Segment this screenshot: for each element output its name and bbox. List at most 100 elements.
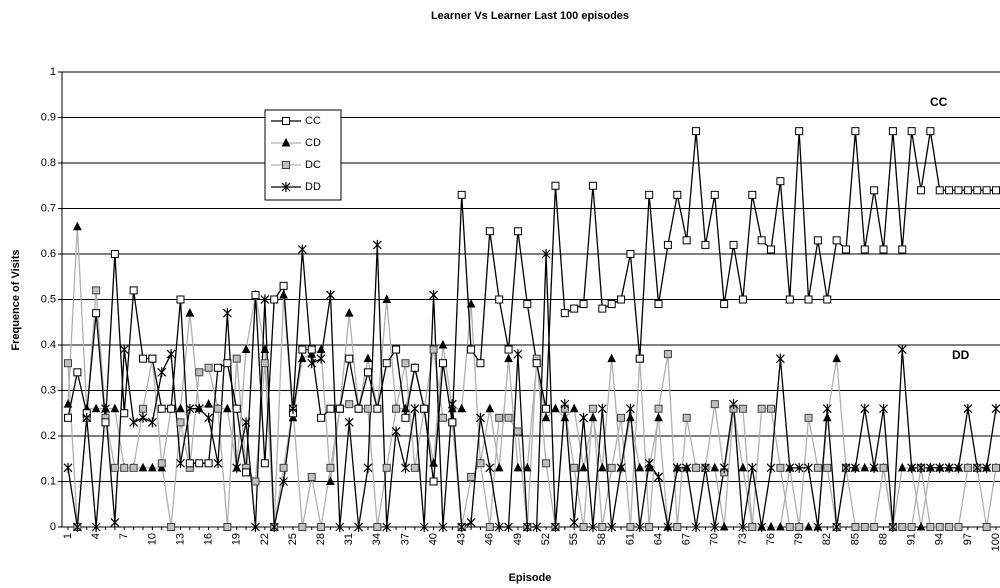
legend-label: DD bbox=[305, 181, 321, 193]
marker bbox=[288, 403, 298, 414]
marker bbox=[579, 523, 588, 531]
marker bbox=[72, 522, 82, 532]
x-tick-label: 61 bbox=[624, 533, 636, 545]
marker bbox=[373, 404, 382, 413]
marker bbox=[176, 458, 185, 469]
x-tick-label: 19 bbox=[231, 533, 243, 545]
marker bbox=[813, 522, 823, 532]
marker bbox=[720, 300, 729, 309]
x-tick-label: 40 bbox=[427, 533, 439, 545]
marker bbox=[617, 413, 626, 422]
marker bbox=[860, 523, 869, 531]
marker bbox=[804, 521, 813, 531]
marker bbox=[692, 127, 701, 136]
marker bbox=[101, 418, 110, 427]
marker bbox=[298, 523, 307, 531]
marker bbox=[260, 344, 270, 354]
marker bbox=[626, 250, 635, 258]
marker bbox=[776, 463, 785, 472]
marker bbox=[635, 354, 644, 363]
marker bbox=[457, 403, 467, 413]
legend-label: CC bbox=[305, 115, 321, 127]
marker bbox=[476, 412, 485, 423]
marker bbox=[64, 413, 72, 422]
marker bbox=[795, 523, 804, 531]
marker bbox=[569, 403, 579, 413]
marker bbox=[82, 412, 92, 423]
marker bbox=[195, 368, 204, 377]
marker bbox=[935, 523, 944, 531]
marker bbox=[945, 186, 954, 195]
marker bbox=[738, 462, 748, 472]
marker bbox=[888, 522, 898, 532]
marker bbox=[879, 463, 888, 472]
marker bbox=[316, 353, 326, 364]
marker bbox=[719, 462, 729, 473]
y-tick-label: 0.6 bbox=[41, 248, 56, 260]
marker bbox=[298, 353, 307, 363]
marker bbox=[129, 463, 138, 472]
marker bbox=[204, 399, 213, 408]
marker bbox=[420, 404, 429, 413]
marker bbox=[213, 458, 223, 469]
marker bbox=[813, 463, 822, 472]
marker bbox=[213, 404, 222, 413]
marker bbox=[344, 308, 354, 317]
marker bbox=[63, 462, 73, 473]
marker bbox=[916, 462, 926, 473]
x-tick-label: 49 bbox=[512, 533, 524, 545]
marker bbox=[410, 363, 419, 372]
marker bbox=[251, 522, 260, 532]
marker bbox=[410, 463, 419, 472]
marker bbox=[438, 339, 448, 349]
marker bbox=[963, 463, 972, 472]
marker bbox=[138, 404, 147, 413]
marker bbox=[710, 400, 719, 409]
marker bbox=[282, 117, 290, 125]
marker bbox=[767, 404, 776, 413]
x-tick-label: 28 bbox=[315, 533, 327, 545]
marker bbox=[147, 417, 157, 428]
marker bbox=[438, 359, 447, 368]
marker bbox=[157, 367, 167, 378]
x-tick-label: 67 bbox=[681, 533, 693, 545]
marker bbox=[682, 462, 692, 473]
marker bbox=[794, 462, 804, 473]
marker bbox=[551, 403, 560, 413]
marker bbox=[663, 240, 672, 249]
marker bbox=[281, 137, 291, 147]
marker bbox=[513, 227, 522, 236]
marker bbox=[251, 477, 260, 486]
marker bbox=[701, 240, 710, 249]
marker bbox=[607, 522, 617, 532]
marker bbox=[860, 245, 869, 254]
y-tick-label: 0 bbox=[50, 521, 56, 533]
marker bbox=[869, 462, 879, 473]
marker bbox=[916, 521, 926, 531]
x-tick-label: 94 bbox=[934, 533, 946, 545]
marker bbox=[729, 240, 738, 249]
marker bbox=[607, 300, 616, 309]
marker bbox=[92, 286, 101, 295]
marker bbox=[138, 354, 147, 363]
marker bbox=[185, 308, 195, 317]
marker bbox=[897, 344, 907, 355]
marker bbox=[382, 522, 392, 532]
marker bbox=[485, 462, 495, 473]
marker bbox=[954, 523, 963, 531]
marker bbox=[672, 462, 682, 473]
marker bbox=[597, 403, 607, 414]
marker bbox=[467, 472, 476, 481]
marker bbox=[766, 521, 776, 531]
marker bbox=[570, 304, 579, 313]
marker bbox=[504, 522, 513, 532]
marker bbox=[157, 459, 166, 468]
marker bbox=[363, 353, 373, 363]
marker bbox=[804, 462, 813, 473]
marker bbox=[513, 462, 523, 472]
marker bbox=[663, 522, 673, 532]
marker bbox=[710, 462, 720, 472]
marker bbox=[785, 462, 795, 473]
marker bbox=[467, 345, 476, 354]
